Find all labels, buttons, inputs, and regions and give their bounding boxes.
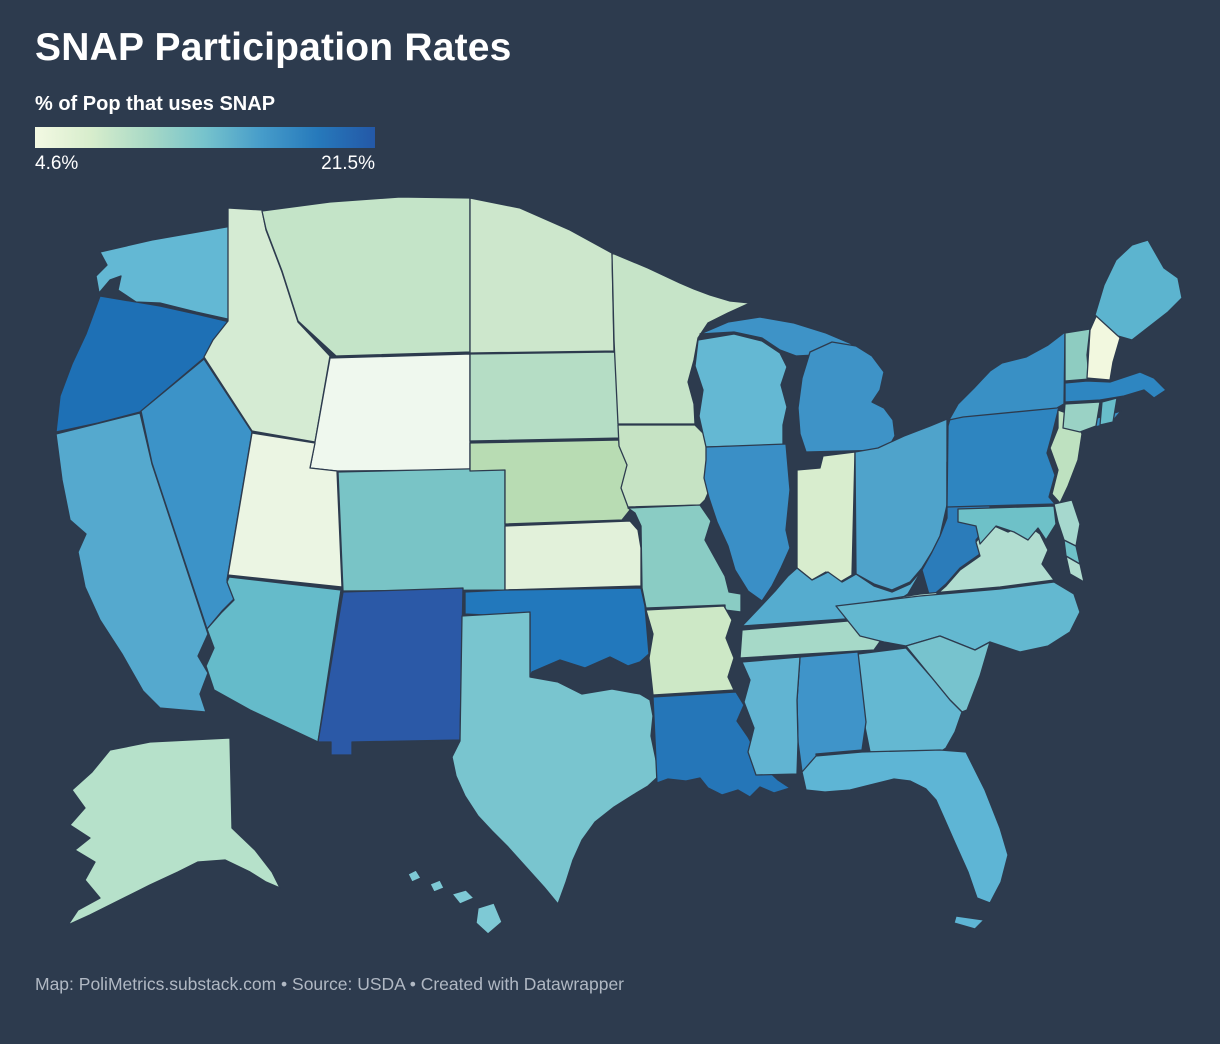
state-alaska[interactable] — [67, 737, 281, 926]
state-florida-keys[interactable] — [953, 915, 985, 930]
legend-min-label: 4.6% — [35, 153, 79, 174]
legend-ticks: 4.6% 21.5% — [35, 153, 375, 175]
state-utah[interactable] — [227, 432, 343, 588]
state-montana[interactable] — [261, 196, 471, 357]
legend-label: % of Pop that uses SNAP — [35, 93, 276, 115]
state-illinois[interactable] — [703, 443, 791, 602]
page-title: SNAP Participation Rates — [35, 26, 512, 69]
state-wyoming[interactable] — [309, 353, 471, 472]
attribution-footer: Map: PoliMetrics.substack.com • Source: … — [35, 974, 625, 994]
state-north-dakota[interactable] — [469, 197, 615, 354]
state-iowa[interactable] — [617, 424, 713, 508]
state-massachusetts[interactable] — [1064, 371, 1167, 403]
state-florida[interactable] — [801, 749, 1009, 904]
state-vermont[interactable] — [1064, 328, 1091, 382]
state-kansas[interactable] — [504, 520, 642, 591]
state-mississippi[interactable] — [741, 656, 801, 776]
state-hawaii-big-island[interactable] — [475, 902, 503, 935]
state-missouri[interactable] — [627, 504, 742, 613]
state-oregon[interactable] — [55, 295, 231, 433]
legend-max-label: 21.5% — [321, 153, 375, 174]
state-georgia[interactable] — [857, 647, 963, 753]
state-hawaii-kauai[interactable] — [407, 869, 422, 883]
state-wisconsin[interactable] — [694, 333, 788, 448]
state-maine[interactable] — [1094, 239, 1183, 341]
legend-gradient-bar — [35, 127, 375, 148]
state-north-carolina[interactable] — [835, 581, 1081, 653]
state-rhode-island[interactable] — [1099, 397, 1118, 426]
state-michigan[interactable] — [797, 341, 896, 453]
state-hawaii-maui[interactable] — [451, 889, 475, 905]
state-south-dakota[interactable] — [469, 351, 624, 442]
state-new-york[interactable] — [948, 331, 1066, 421]
state-arkansas[interactable] — [645, 605, 735, 696]
state-indiana[interactable] — [796, 451, 856, 583]
state-maryland[interactable] — [957, 505, 1057, 545]
state-delaware[interactable] — [1053, 499, 1081, 547]
state-connecticut[interactable] — [1062, 401, 1101, 433]
state-pennsylvania[interactable] — [946, 406, 1060, 508]
state-washington[interactable] — [95, 225, 233, 321]
state-minnesota[interactable] — [611, 252, 751, 425]
state-texas[interactable] — [451, 611, 662, 905]
state-colorado[interactable] — [337, 467, 506, 592]
state-new-mexico[interactable] — [317, 587, 464, 756]
state-hawaii-oahu[interactable] — [429, 879, 445, 893]
